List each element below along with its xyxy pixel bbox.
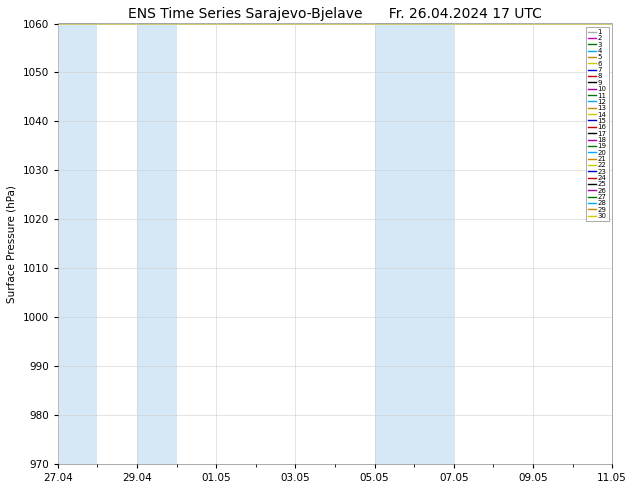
Bar xyxy=(58,24,98,464)
Bar xyxy=(375,24,414,464)
Bar xyxy=(414,24,454,464)
Title: ENS Time Series Sarajevo-Bjelave      Fr. 26.04.2024 17 UTC: ENS Time Series Sarajevo-Bjelave Fr. 26.… xyxy=(128,7,542,21)
Bar xyxy=(612,24,632,464)
Bar xyxy=(137,24,177,464)
Y-axis label: Surface Pressure (hPa): Surface Pressure (hPa) xyxy=(7,185,17,303)
Legend: 1, 2, 3, 4, 5, 6, 7, 8, 9, 10, 11, 12, 13, 14, 15, 16, 17, 18, 19, 20, 21, 22, 2: 1, 2, 3, 4, 5, 6, 7, 8, 9, 10, 11, 12, 1… xyxy=(586,27,609,221)
